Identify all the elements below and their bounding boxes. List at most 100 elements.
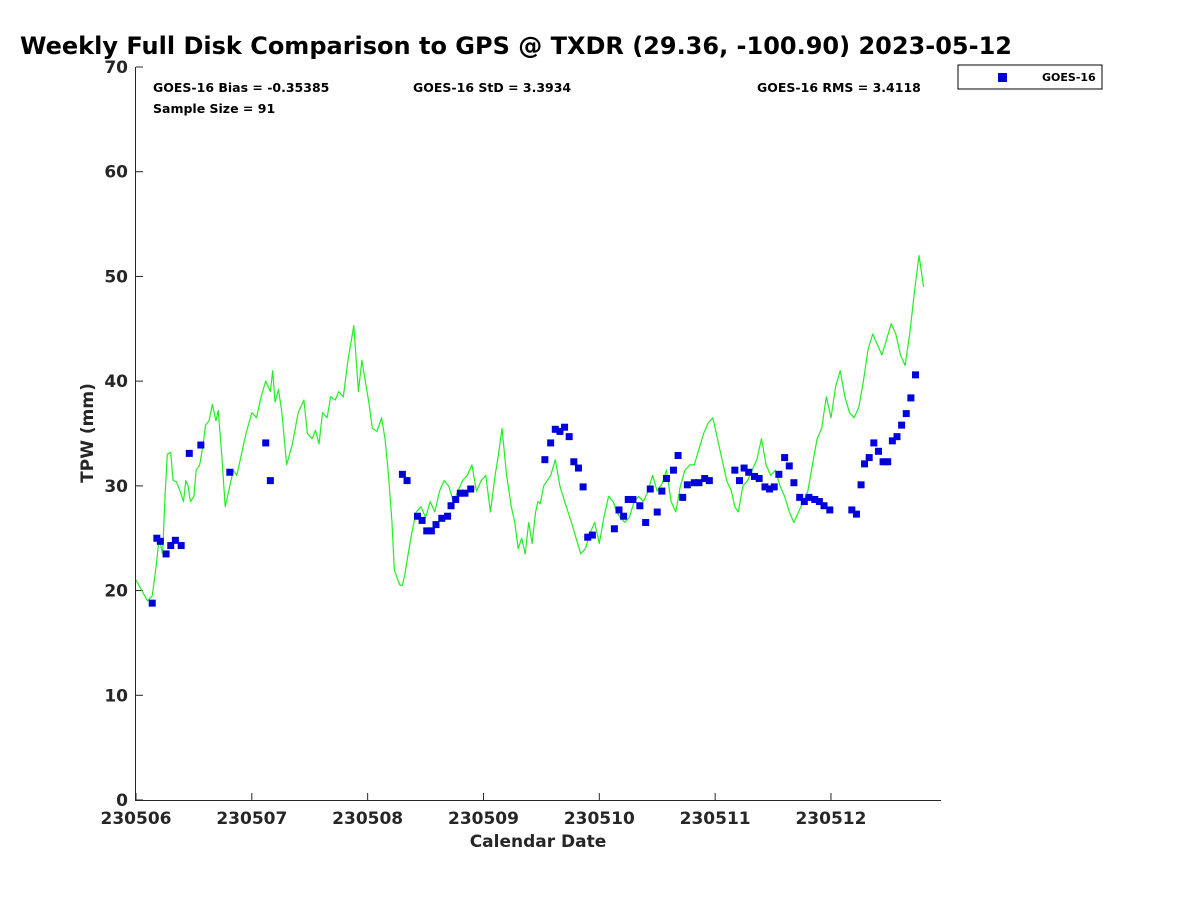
x-tick-label: 230508 (332, 809, 403, 829)
goes16-point (669, 466, 677, 474)
x-tick-label: 230512 (795, 809, 866, 829)
goes16-point (541, 456, 549, 464)
goes16-point (852, 510, 860, 518)
legend: GOES-16 (957, 64, 1103, 90)
goes16-point (770, 483, 778, 491)
sample-size-stat: Sample Size = 91 (153, 101, 275, 116)
legend-label: GOES-16 (1042, 71, 1096, 84)
goes16-point (870, 439, 878, 447)
goes16-point (636, 502, 644, 510)
goes16-point (679, 493, 687, 501)
goes16-point (902, 410, 910, 418)
x-tick-label: 230506 (101, 809, 172, 829)
goes16-point (755, 475, 763, 483)
std-stat: GOES-16 StD = 3.3934 (413, 80, 571, 95)
rms-stat: GOES-16 RMS = 3.4118 (757, 80, 921, 95)
goes16-point (751, 472, 759, 480)
gps-line (135, 254, 925, 602)
goes16-point (695, 479, 703, 487)
goes16-point (690, 479, 698, 487)
goes16-point (156, 537, 164, 545)
goes16-point (848, 506, 856, 514)
goes16-point (815, 498, 823, 506)
goes16-point (653, 508, 661, 516)
goes16-point (398, 470, 406, 478)
goes16-point (565, 433, 573, 441)
goes16-point (447, 502, 455, 510)
x-tick-label: 230507 (216, 809, 287, 829)
goes16-point (197, 441, 205, 449)
y-axis-line (135, 67, 136, 800)
goes16-point (800, 498, 808, 506)
y-tick-label: 10 (104, 686, 128, 706)
goes16-point (226, 468, 234, 476)
goes16-point (413, 512, 421, 520)
y-tick-label: 40 (104, 372, 128, 392)
goes16-point (766, 485, 774, 493)
goes16-point (167, 542, 175, 550)
goes16-point (898, 421, 906, 429)
goes16-point (642, 519, 650, 527)
goes16-point (907, 394, 915, 402)
goes16-point (610, 525, 618, 533)
goes16-point (584, 533, 592, 541)
x-tick-label: 230510 (564, 809, 635, 829)
goes16-point (775, 470, 783, 478)
goes16-point (588, 531, 596, 539)
goes16-point (574, 464, 582, 472)
goes16-point (826, 506, 834, 514)
x-axis-line (135, 800, 941, 801)
goes16-point (785, 462, 793, 470)
y-tick-label: 70 (104, 58, 128, 78)
bias-stat: GOES-16 Bias = -0.35385 (153, 80, 329, 95)
goes16-point (629, 495, 637, 503)
goes16-point (444, 512, 452, 520)
goes16-series (148, 371, 920, 607)
goes16-point (820, 502, 828, 510)
goes16-point (547, 439, 555, 447)
goes16-point (620, 512, 628, 520)
goes16-point (551, 425, 559, 433)
goes16-point (884, 458, 892, 466)
goes16-point (761, 483, 769, 491)
goes16-point (456, 489, 464, 497)
goes16-point (805, 493, 813, 501)
gps-series (135, 254, 925, 602)
goes16-point (893, 433, 901, 441)
goes16-point (266, 477, 274, 485)
goes16-point (912, 371, 920, 379)
goes16-point (790, 479, 798, 487)
goes16-point (461, 489, 469, 497)
goes16-point (735, 477, 743, 485)
goes16-point (452, 495, 460, 503)
goes16-point (177, 542, 185, 550)
goes16-point (874, 447, 882, 455)
goes16-point (865, 454, 873, 462)
goes16-point (705, 477, 713, 485)
plot-area (135, 67, 941, 801)
goes16-point (427, 527, 435, 535)
goes16-point (857, 481, 865, 489)
legend-box (957, 64, 1103, 90)
goes16-point (171, 536, 179, 544)
goes16-point (624, 495, 632, 503)
goes16-point (561, 423, 569, 431)
goes16-point (432, 521, 440, 529)
y-tick-label: 60 (104, 163, 128, 183)
goes16-point (879, 458, 887, 466)
goes16-point (745, 468, 753, 476)
goes16-point (467, 485, 475, 493)
goes16-point (418, 516, 426, 524)
y-tick-label: 50 (104, 267, 128, 287)
goes16-point (683, 481, 691, 489)
x-tick-label: 230511 (680, 809, 751, 829)
x-tick-label: 230509 (448, 809, 519, 829)
goes16-point (646, 485, 654, 493)
goes16-point (888, 437, 896, 445)
goes16-point (701, 475, 709, 483)
goes16-point (185, 449, 193, 457)
goes16-point (148, 599, 156, 607)
goes16-point (781, 454, 789, 462)
goes16-point (570, 458, 578, 466)
chart-title: Weekly Full Disk Comparison to GPS @ TXD… (20, 32, 1012, 60)
